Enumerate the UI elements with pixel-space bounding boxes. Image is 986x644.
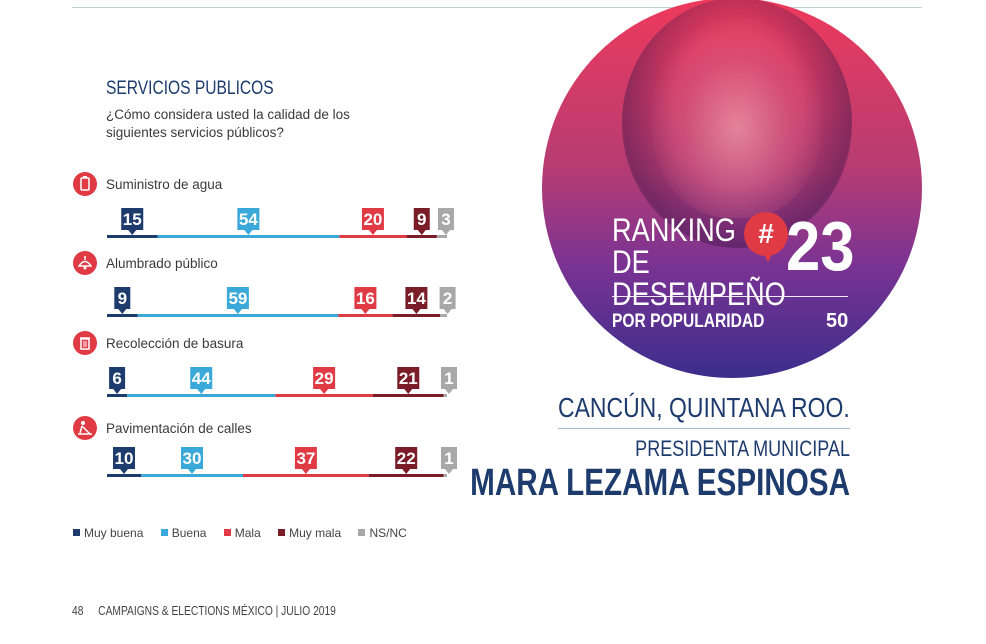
popularity-value: 50 xyxy=(826,310,849,332)
ranking-divider xyxy=(612,296,848,297)
value-marker-buena-1 xyxy=(226,287,249,314)
popularity-label: POR POPULARIDAD xyxy=(612,311,765,332)
value-marker-muy-mala-3 xyxy=(395,447,418,474)
value-label-muy-buena-1: 9 xyxy=(118,289,127,308)
value-marker-buena-0 xyxy=(237,208,260,235)
trash-can-icon xyxy=(73,331,97,355)
bar-segment-mala-1 xyxy=(338,314,393,317)
profile-divider xyxy=(558,428,850,429)
value-marker-mala-0 xyxy=(361,208,384,235)
bar-segment-buena-1 xyxy=(137,314,339,317)
ranking-number: 23 xyxy=(786,207,855,285)
value-label-muy-mala-3: 22 xyxy=(397,449,416,468)
publication-name: CAMPAIGNS & ELECTIONS MÉXICO | JULIO 201… xyxy=(98,604,336,618)
chart-legend: Muy buena Buena Mala Muy mala NS/NC xyxy=(73,526,421,540)
value-label-mala-3: 37 xyxy=(296,449,315,468)
value-marker-ns-nc-0 xyxy=(437,208,454,235)
bar-segment-buena-2 xyxy=(127,394,276,397)
value-label-muy-mala-0: 9 xyxy=(417,210,426,229)
bar-segment-buena-3 xyxy=(141,474,243,477)
portrait-photo xyxy=(542,0,922,378)
value-label-buena-2: 44 xyxy=(192,369,211,388)
official-role: PRESIDENTA MUNICIPAL xyxy=(635,436,850,461)
portrait-face xyxy=(652,18,822,218)
legend-item-muy-mala: Muy mala xyxy=(278,526,341,540)
service-label-0: Suministro de agua xyxy=(106,177,223,192)
legend-item-ns-nc: NS/NC xyxy=(358,526,407,540)
bar-segment-muy-buena-2 xyxy=(107,394,128,397)
page-footer: 48 CAMPAIGNS & ELECTIONS MÉXICO | JULIO 2… xyxy=(72,604,336,618)
value-marker-mala-1 xyxy=(354,287,377,314)
bar-segment-muy-mala-3 xyxy=(368,474,444,477)
hash-badge-tail xyxy=(762,250,774,262)
service-label-1: Alumbrado público xyxy=(106,256,218,271)
bar-segment-mala-0 xyxy=(339,235,407,238)
value-marker-muy-mala-2 xyxy=(397,367,420,394)
ranking-label-text: RANKING DE DESEMPEÑO xyxy=(612,212,786,312)
legend-item-buena: Buena xyxy=(160,526,206,540)
bar-segment-muy-mala-0 xyxy=(406,235,437,238)
official-name: MARA LEZAMA ESPINOSA xyxy=(470,462,850,504)
legend-item-muy-buena: Muy buena xyxy=(73,526,143,540)
bar-segment-muy-buena-3 xyxy=(107,474,141,477)
value-label-mala-1: 16 xyxy=(356,289,375,308)
bar-segment-muy-mala-1 xyxy=(392,314,441,317)
bar-segment-mala-2 xyxy=(275,394,373,397)
value-label-muy-buena-3: 10 xyxy=(115,449,134,468)
value-label-muy-mala-1: 14 xyxy=(407,289,426,308)
page-number: 48 xyxy=(72,604,84,618)
value-marker-muy-mala-0 xyxy=(413,208,430,235)
bar-segment-ns-nc-3 xyxy=(443,474,447,477)
bar-segment-ns-nc-1 xyxy=(440,314,447,317)
section-title: SERVICIOS PUBLICOS xyxy=(106,78,274,99)
road-work-icon xyxy=(73,416,97,440)
value-marker-ns-nc-2 xyxy=(441,367,457,394)
bar-segment-ns-nc-2 xyxy=(443,394,447,397)
bar-segment-muy-mala-2 xyxy=(372,394,444,397)
water-icon xyxy=(73,172,97,196)
value-marker-mala-3 xyxy=(294,447,317,474)
lamp-icon xyxy=(73,251,97,275)
top-divider xyxy=(72,7,922,8)
ranking-label: RANKING DE DESEMPEÑO xyxy=(612,212,786,312)
value-label-ns-nc-2: 1 xyxy=(444,369,453,388)
value-label-buena-0: 54 xyxy=(239,210,258,229)
bar-segment-ns-nc-0 xyxy=(436,235,447,238)
value-marker-muy-buena-2 xyxy=(109,367,126,394)
value-label-ns-nc-1: 2 xyxy=(443,289,452,308)
value-marker-muy-buena-3 xyxy=(113,447,135,474)
value-marker-buena-2 xyxy=(190,367,213,394)
value-marker-muy-buena-0 xyxy=(121,208,144,235)
bar-segment-mala-3 xyxy=(243,474,369,477)
bar-segment-muy-buena-1 xyxy=(107,314,138,317)
value-marker-muy-mala-1 xyxy=(405,287,428,314)
legend-item-mala: Mala xyxy=(223,526,261,540)
value-marker-mala-2 xyxy=(313,367,336,394)
service-label-3: Pavimentación de calles xyxy=(106,421,252,436)
bar-segment-buena-0 xyxy=(157,235,340,238)
city-name: CANCÚN, QUINTANA ROO. xyxy=(558,392,850,423)
hash-badge: # xyxy=(744,212,788,256)
value-label-buena-3: 30 xyxy=(183,449,202,468)
value-label-mala-2: 29 xyxy=(315,369,334,388)
value-label-muy-buena-2: 6 xyxy=(112,369,121,388)
value-marker-buena-3 xyxy=(181,447,203,474)
value-label-ns-nc-0: 3 xyxy=(441,210,450,229)
service-label-2: Recolección de basura xyxy=(106,336,244,351)
value-marker-ns-nc-3 xyxy=(441,447,457,474)
value-marker-muy-buena-1 xyxy=(114,287,131,314)
value-label-muy-buena-0: 15 xyxy=(123,210,142,229)
value-label-buena-1: 59 xyxy=(228,289,247,308)
bar-segment-muy-buena-0 xyxy=(107,235,158,238)
value-label-mala-0: 20 xyxy=(363,210,382,229)
value-label-ns-nc-3: 1 xyxy=(444,449,453,468)
value-label-muy-mala-2: 21 xyxy=(399,369,418,388)
section-question: ¿Cómo considera usted la calidad de los … xyxy=(106,107,350,140)
value-marker-ns-nc-1 xyxy=(439,287,456,314)
